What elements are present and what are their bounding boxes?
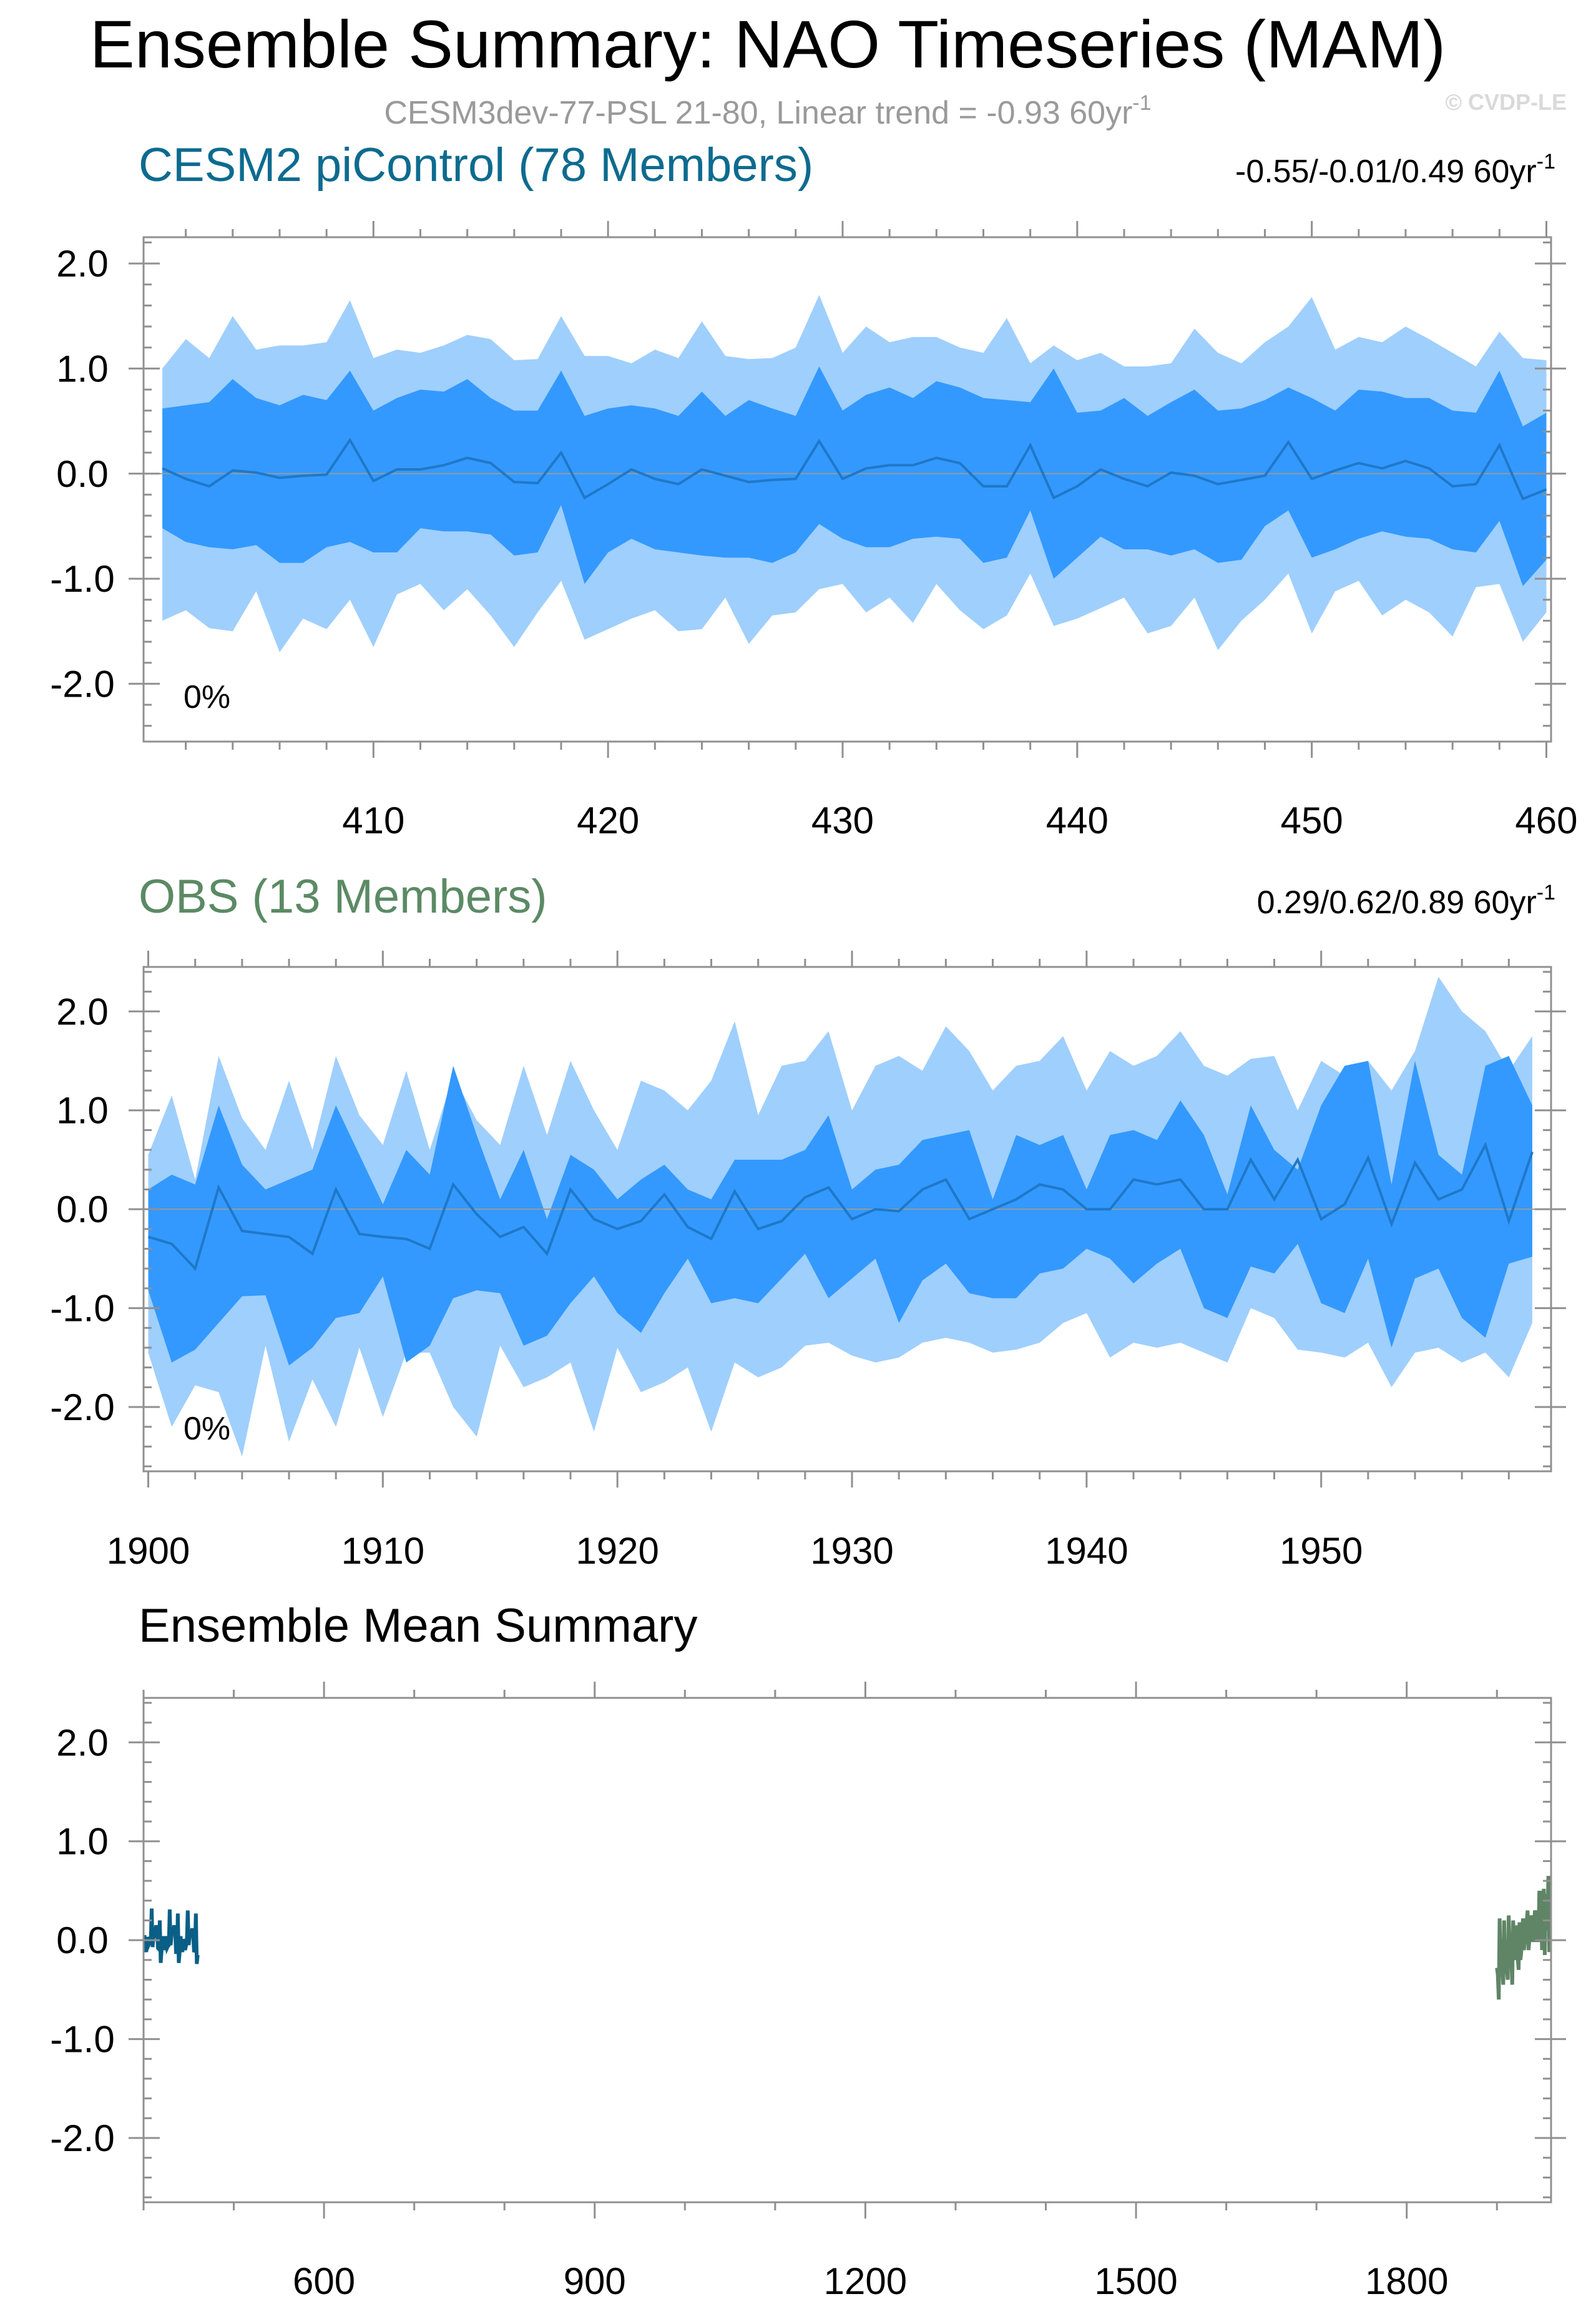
y-tick-label: 1.0: [56, 1821, 108, 1863]
panel-title-cesm2: CESM2 piControl (78 Members): [139, 139, 813, 192]
x-tick-label: 1910: [341, 1530, 424, 1572]
plot-area-ensemble-mean: 2.0 1.0 0.0 -1.0 -2.0 600 900 1200 1500 1800: [50, 1682, 1566, 2302]
stats-cesm2-text: -0.55/-0.01/0.49 60yr: [1235, 154, 1537, 190]
y-tick-label: 0.0: [56, 1919, 108, 1961]
percent-label-obs: 0%: [184, 1411, 230, 1447]
y-tick-label: -1.0: [50, 2019, 114, 2061]
figure-title: Ensemble Summary: NAO Timeseries (MAM): [90, 6, 1446, 82]
band-25-75-percentile: [162, 366, 1547, 586]
panel-obs: OBS (13 Members) 0.29/0.62/0.89 60yr-1 2…: [50, 870, 1566, 1572]
y-tick-label: -2.0: [50, 2117, 114, 2159]
y-tick-label: 2.0: [56, 1722, 108, 1763]
y-tick-label: 0.0: [56, 1189, 108, 1230]
x-tick-label: 440: [1046, 800, 1109, 841]
y-tick-label: -1.0: [50, 558, 114, 600]
x-tick-label: 430: [811, 800, 874, 841]
plot-frame: [142, 1697, 1552, 2204]
figure-subtitle: CESM3dev-77-PSL 21-80, Linear trend = -0…: [384, 91, 1151, 131]
x-tick-label: 1930: [810, 1530, 893, 1572]
percent-label-cesm2: 0%: [184, 679, 230, 715]
x-tick-label: 1800: [1365, 2260, 1448, 2302]
series-line-0: [142, 1908, 200, 1964]
stats-obs-text: 0.29/0.62/0.89 60yr: [1257, 885, 1537, 921]
figure-subtitle-superscript: -1: [1132, 91, 1151, 115]
x-tick-label: 1500: [1094, 2260, 1177, 2302]
y-tick-label: -1.0: [50, 1288, 114, 1330]
x-tick-label: 1940: [1045, 1530, 1128, 1572]
plot-area-obs: 2.0 1.0 0.0 -1.0 -2.0 1900 1910 1920 1930 1940 195…: [50, 951, 1566, 1572]
x-tick-label: 410: [342, 800, 404, 841]
copyright-label: © CVDP-LE: [1445, 89, 1567, 115]
y-tick-label: 1.0: [56, 348, 108, 390]
stats-obs-superscript: -1: [1537, 881, 1555, 905]
plot-frame: [142, 236, 1552, 743]
stats-obs: 0.29/0.62/0.89 60yr-1: [1257, 881, 1555, 921]
x-tick-label: 460: [1515, 800, 1577, 841]
x-tick-label: 600: [293, 2260, 355, 2302]
panel-title-ensemble-mean: Ensemble Mean Summary: [139, 1599, 697, 1652]
panel-ensemble-mean-summary: Ensemble Mean Summary 2.0 1.0 0.0 -1.0 -2.0 6…: [50, 1599, 1566, 2302]
ensemble-mean-line: [162, 438, 1547, 501]
x-tick-label: 1920: [575, 1530, 658, 1572]
y-tick-label: 0.0: [56, 453, 108, 495]
y-tick-label: -2.0: [50, 1386, 114, 1428]
y-tick-label: -2.0: [50, 663, 114, 705]
stats-cesm2: -0.55/-0.01/0.49 60yr-1: [1235, 150, 1555, 190]
x-tick-label: 1950: [1280, 1530, 1363, 1572]
y-tick-label: 1.0: [56, 1090, 108, 1132]
plot-frame: [142, 966, 1552, 1473]
x-tick-label: 1900: [107, 1530, 190, 1572]
x-tick-label: 1200: [824, 2260, 907, 2302]
band-25-75-percentile: [148, 1056, 1532, 1366]
y-tick-label: 2.0: [56, 991, 108, 1032]
ensemble-mean-line: [147, 1141, 1534, 1272]
series-line-1: [1495, 1876, 1552, 2000]
x-tick-label: 450: [1281, 800, 1343, 841]
y-tick-label: 2.0: [56, 243, 108, 285]
panel-cesm2-picontrol: CESM2 piControl (78 Members) -0.55/-0.01…: [50, 139, 1577, 841]
plot-area-cesm2: 2.0 1.0 0.0 -1.0 -2.0 410 420 430 440 450 460: [50, 221, 1578, 841]
x-tick-label: 900: [564, 2260, 626, 2302]
stats-cesm2-superscript: -1: [1537, 150, 1555, 174]
panel-title-obs: OBS (13 Members): [139, 870, 547, 923]
x-tick-label: 420: [577, 800, 639, 841]
figure-subtitle-text: CESM3dev-77-PSL 21-80, Linear trend = -0…: [384, 95, 1132, 131]
